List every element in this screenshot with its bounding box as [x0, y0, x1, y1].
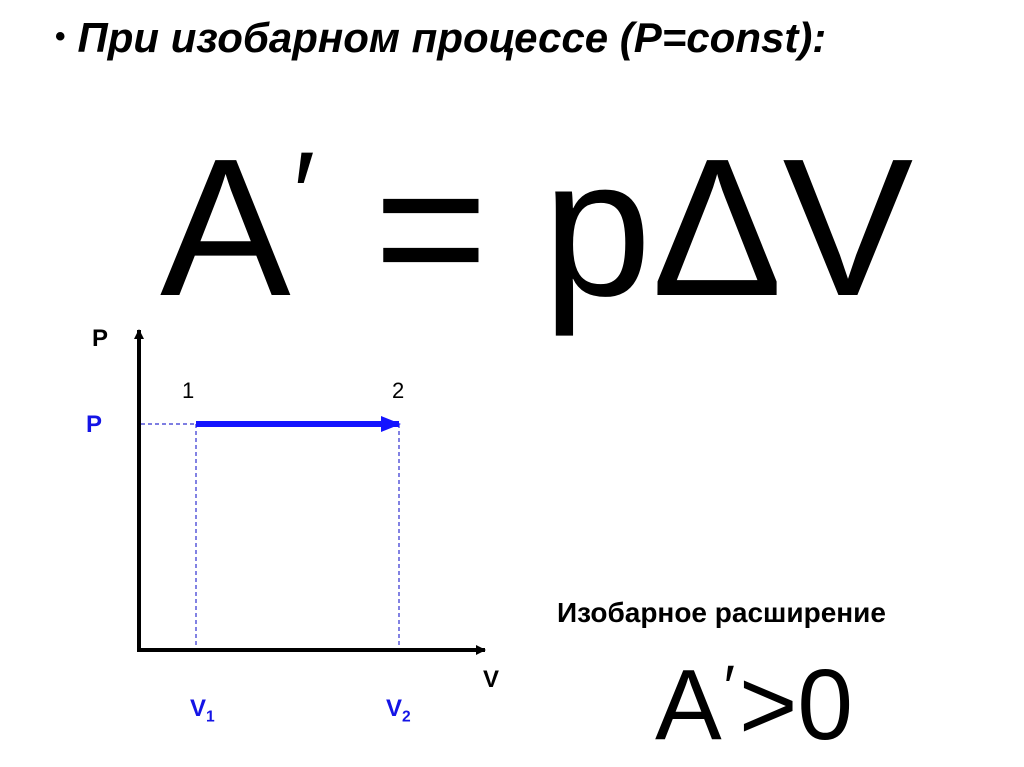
formula-lhs: A	[160, 118, 291, 337]
condition-prime: ′	[723, 653, 735, 720]
work-formula: A′ = pΔV	[160, 130, 913, 326]
state-1-label: 1	[182, 378, 195, 403]
v1-label: V1	[190, 695, 215, 726]
formula-prime: ′	[292, 127, 316, 261]
pressure-label: P	[86, 411, 103, 438]
v1-base: V	[190, 695, 207, 722]
condition-rel: >	[738, 649, 798, 761]
v2-base: V	[386, 695, 403, 722]
formula-rhs: pΔV	[542, 118, 914, 337]
title-text: При изобарном процессе (P=const):	[77, 14, 827, 61]
formula-eq: =	[319, 118, 543, 337]
v1-sub: 1	[206, 708, 215, 726]
work-condition: A′>0	[655, 655, 853, 755]
state-2-label: 2	[392, 378, 405, 403]
condition-lhs: A	[655, 649, 722, 761]
condition-rhs: 0	[797, 649, 853, 761]
bullet-icon: •	[55, 20, 66, 53]
x-axis-label: V	[483, 666, 500, 693]
slide-title: • При изобарном процессе (P=const):	[55, 14, 826, 62]
y-axis-label: P	[92, 325, 109, 352]
caption: Изобарное расширение	[557, 597, 886, 628]
v2-sub: 2	[402, 708, 411, 726]
v2-label: V2	[386, 695, 411, 726]
